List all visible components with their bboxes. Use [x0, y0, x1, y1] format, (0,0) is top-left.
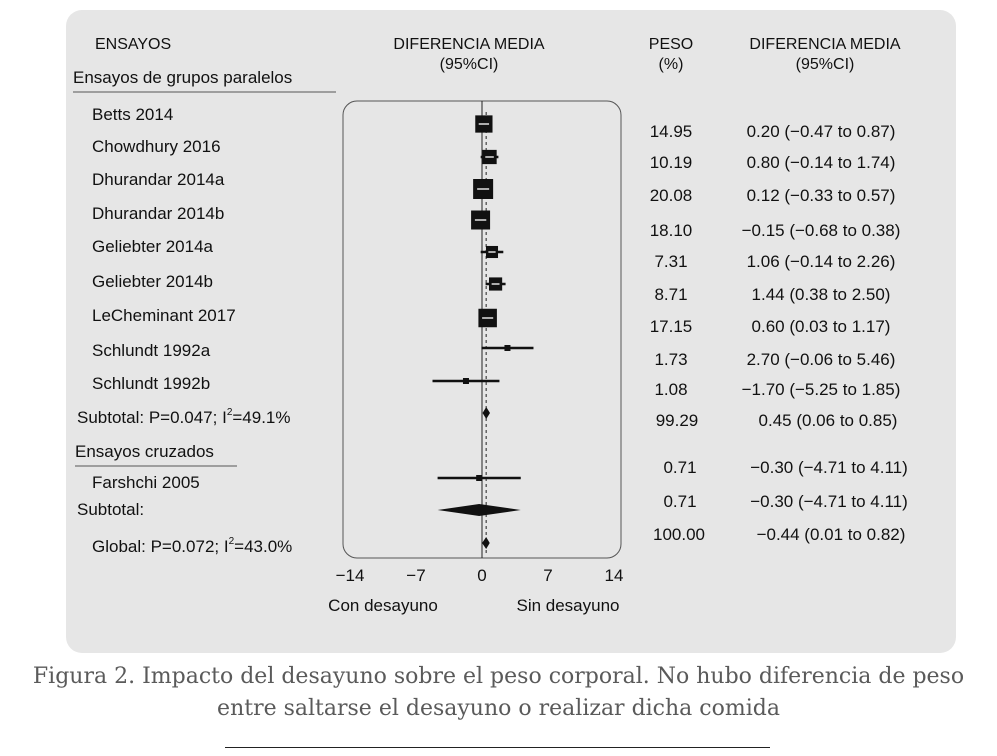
x-tick-label: −7	[406, 566, 425, 585]
overall-weight: 100.00	[653, 525, 705, 544]
study-square	[504, 345, 511, 351]
study-ci: 0.60 (0.03 to 1.17)	[752, 317, 891, 336]
group-label: Ensayos cruzados	[75, 442, 214, 461]
caption-line-2: entre saltarse el desayuno o realizar di…	[217, 696, 780, 721]
overall-ci: −0.44 (0.01 to 0.82)	[757, 525, 906, 544]
study-name: LeCheminant 2017	[92, 306, 236, 325]
header-ci-right: (95%CI)	[796, 56, 855, 73]
x-tick-label: −14	[336, 566, 365, 585]
caption-line-1: Figura 2. Impacto del desayuno sobre el …	[32, 664, 965, 689]
study-name: Farshchi 2005	[92, 473, 200, 492]
x-axis-label-right: Sin desayuno	[516, 596, 619, 615]
study-name: Geliebter 2014b	[92, 272, 213, 291]
study-name: Chowdhury 2016	[92, 137, 221, 156]
study-ci: 0.12 (−0.33 to 0.57)	[747, 186, 896, 205]
study-name: Schlundt 1992b	[92, 374, 210, 393]
study-weight: 14.95	[650, 122, 693, 141]
study-ci: 2.70 (−0.06 to 5.46)	[747, 350, 896, 369]
study-weight: 18.10	[650, 221, 693, 240]
x-tick-label: 7	[543, 566, 552, 585]
study-ci: 1.44 (0.38 to 2.50)	[752, 285, 891, 304]
subtotal-diamond	[482, 407, 491, 419]
x-tick-label: 14	[605, 566, 624, 585]
subtotal-weight: 0.71	[663, 492, 696, 511]
study-weight: 20.08	[650, 186, 693, 205]
study-ci: 1.06 (−0.14 to 2.26)	[747, 252, 896, 271]
study-name: Schlundt 1992a	[92, 341, 211, 360]
subtotal-ci: 0.45 (0.06 to 0.85)	[759, 411, 898, 430]
study-name: Dhurandar 2014b	[92, 204, 224, 223]
header-diferencia-media-right: DIFERENCIA MEDIA	[749, 36, 900, 53]
study-ci: 0.80 (−0.14 to 1.74)	[747, 153, 896, 172]
study-ci: −0.30 (−4.71 to 4.11)	[750, 458, 908, 477]
header-diferencia-media: DIFERENCIA MEDIA	[393, 36, 544, 53]
study-name: Betts 2014	[92, 105, 173, 124]
subtotal-label: Subtotal:	[77, 500, 144, 519]
overall-diamond	[482, 537, 490, 549]
subtotal-weight: 99.29	[656, 411, 699, 430]
header-ensayos: ENSAYOS	[95, 36, 171, 53]
subtotal-ci: −0.30 (−4.71 to 4.11)	[750, 492, 908, 511]
study-ci: −0.15 (−0.68 to 0.38)	[742, 221, 901, 240]
study-name: Dhurandar 2014a	[92, 170, 225, 189]
study-weight: 1.73	[654, 350, 687, 369]
header-peso: PESO	[649, 36, 693, 53]
study-weight: 7.31	[654, 252, 687, 271]
header-ci: (95%CI)	[440, 56, 499, 73]
study-square	[462, 378, 469, 384]
study-weight: 8.71	[654, 285, 687, 304]
subtotal-diamond	[437, 504, 521, 516]
study-weight: 1.08	[654, 380, 687, 399]
header-peso-unit: (%)	[659, 56, 684, 73]
study-square	[476, 475, 483, 481]
study-ci: −1.70 (−5.25 to 1.85)	[742, 380, 901, 399]
subtotal-label: Subtotal: P=0.047; I2=49.1%	[77, 407, 291, 427]
caption-rule	[225, 747, 770, 748]
study-weight: 10.19	[650, 153, 693, 172]
figure-caption: Figura 2. Impacto del desayuno sobre el …	[0, 661, 997, 725]
study-name: Geliebter 2014a	[92, 237, 214, 256]
study-ci: 0.20 (−0.47 to 0.87)	[747, 122, 896, 141]
group-label: Ensayos de grupos paralelos	[73, 68, 292, 87]
overall-label: Global: P=0.072; I2=43.0%	[92, 536, 292, 556]
study-weight: 17.15	[650, 317, 693, 336]
x-tick-label: 0	[477, 566, 486, 585]
figure-panel	[66, 10, 956, 653]
study-weight: 0.71	[663, 458, 696, 477]
x-axis-label-left: Con desayuno	[328, 596, 438, 615]
